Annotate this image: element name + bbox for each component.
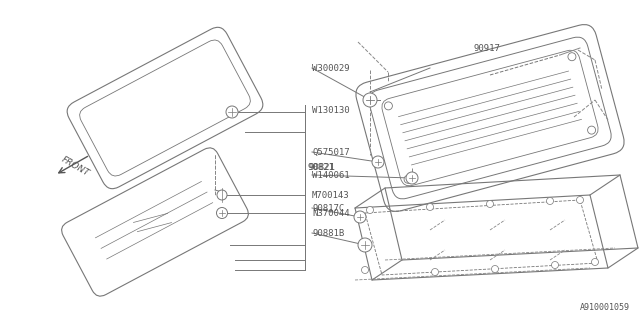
Circle shape — [591, 259, 598, 266]
Circle shape — [226, 106, 238, 118]
Text: FRONT: FRONT — [60, 156, 91, 179]
Circle shape — [486, 201, 493, 207]
Text: 90817C: 90817C — [312, 204, 344, 212]
Circle shape — [216, 207, 227, 219]
Circle shape — [492, 266, 499, 273]
Circle shape — [385, 102, 392, 110]
Text: Q575017: Q575017 — [312, 148, 349, 156]
Text: M700143: M700143 — [312, 190, 349, 199]
Circle shape — [363, 93, 377, 107]
Circle shape — [217, 190, 227, 200]
Circle shape — [358, 238, 372, 252]
Circle shape — [404, 175, 412, 183]
Circle shape — [426, 204, 433, 211]
Circle shape — [588, 126, 596, 134]
Circle shape — [431, 268, 438, 276]
Text: N370044: N370044 — [312, 209, 349, 218]
Circle shape — [406, 172, 418, 184]
Text: 90821: 90821 — [308, 163, 335, 172]
Circle shape — [577, 196, 584, 204]
Circle shape — [367, 206, 374, 213]
Text: 90881B: 90881B — [312, 228, 344, 237]
Text: 90917: 90917 — [473, 44, 500, 52]
Circle shape — [547, 197, 554, 204]
Circle shape — [568, 53, 576, 61]
Text: W300029: W300029 — [312, 63, 349, 73]
Circle shape — [354, 211, 366, 223]
Circle shape — [362, 267, 369, 274]
Text: W140061: W140061 — [312, 171, 349, 180]
Text: W130130: W130130 — [312, 106, 349, 115]
Text: 90821: 90821 — [307, 163, 334, 172]
Circle shape — [552, 261, 559, 268]
Circle shape — [372, 156, 384, 168]
Text: A910001059: A910001059 — [580, 303, 630, 312]
